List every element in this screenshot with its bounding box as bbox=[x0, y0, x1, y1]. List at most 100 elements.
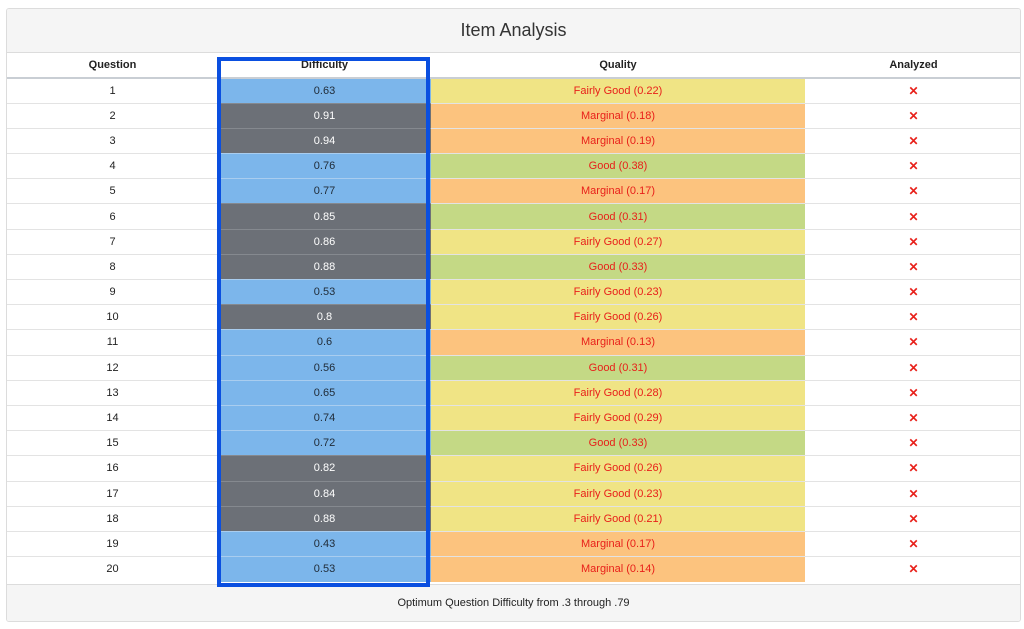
difficulty-cell: 0.84 bbox=[218, 480, 431, 507]
analyzed-x-icon[interactable]: ✕ bbox=[805, 329, 1020, 356]
quality-cell: Fairly Good (0.22) bbox=[431, 77, 805, 104]
table-body: 1 0.63 Fairly Good (0.22) ✕ 2 0.91 Marginal (0… bbox=[7, 77, 1020, 582]
item-analysis-panel: Item Analysis Question Difficulty Qualit… bbox=[6, 8, 1021, 622]
table-row[interactable]: 15 0.72 Good (0.33) ✕ bbox=[7, 430, 1020, 456]
difficulty-cell: 0.43 bbox=[218, 530, 431, 557]
quality-cell: Fairly Good (0.23) bbox=[431, 278, 805, 305]
difficulty-cell: 0.91 bbox=[218, 102, 431, 129]
analyzed-x-icon[interactable]: ✕ bbox=[805, 102, 1020, 129]
analyzed-x-icon[interactable]: ✕ bbox=[805, 480, 1020, 507]
table-row[interactable]: 11 0.6 Marginal (0.13) ✕ bbox=[7, 329, 1020, 356]
column-header-quality[interactable]: Quality bbox=[431, 53, 805, 79]
difficulty-cell: 0.72 bbox=[218, 430, 431, 456]
difficulty-cell: 0.8 bbox=[218, 304, 431, 330]
table-row[interactable]: 4 0.76 Good (0.38) ✕ bbox=[7, 153, 1020, 179]
quality-cell: Good (0.33) bbox=[431, 430, 805, 456]
quality-cell: Good (0.33) bbox=[431, 253, 805, 280]
table-row[interactable]: 10 0.8 Fairly Good (0.26) ✕ bbox=[7, 304, 1020, 330]
difficulty-cell: 0.88 bbox=[218, 505, 431, 532]
quality-cell: Fairly Good (0.29) bbox=[431, 404, 805, 431]
difficulty-cell: 0.74 bbox=[218, 404, 431, 431]
question-number-cell: 14 bbox=[7, 404, 218, 431]
question-number-cell: 1 bbox=[7, 77, 218, 104]
quality-cell: Fairly Good (0.27) bbox=[431, 228, 805, 255]
analyzed-x-icon[interactable]: ✕ bbox=[805, 228, 1020, 255]
column-header-question[interactable]: Question bbox=[7, 53, 218, 79]
question-number-cell: 2 bbox=[7, 102, 218, 129]
quality-cell: Marginal (0.17) bbox=[431, 530, 805, 557]
question-number-cell: 12 bbox=[7, 354, 218, 381]
analyzed-x-icon[interactable]: ✕ bbox=[805, 379, 1020, 406]
table-row[interactable]: 18 0.88 Fairly Good (0.21) ✕ bbox=[7, 505, 1020, 532]
table-row[interactable]: 7 0.86 Fairly Good (0.27) ✕ bbox=[7, 228, 1020, 255]
analyzed-x-icon[interactable]: ✕ bbox=[805, 354, 1020, 381]
analyzed-x-icon[interactable]: ✕ bbox=[805, 455, 1020, 481]
question-number-cell: 20 bbox=[7, 556, 218, 582]
table-row[interactable]: 17 0.84 Fairly Good (0.23) ✕ bbox=[7, 480, 1020, 507]
quality-cell: Marginal (0.19) bbox=[431, 127, 805, 154]
table-header-row: Question Difficulty Quality Analyzed bbox=[7, 53, 1020, 79]
question-number-cell: 8 bbox=[7, 253, 218, 280]
difficulty-cell: 0.77 bbox=[218, 178, 431, 204]
difficulty-cell: 0.76 bbox=[218, 153, 431, 179]
analyzed-x-icon[interactable]: ✕ bbox=[805, 430, 1020, 456]
question-number-cell: 6 bbox=[7, 203, 218, 230]
analyzed-x-icon[interactable]: ✕ bbox=[805, 178, 1020, 204]
panel-title: Item Analysis bbox=[7, 9, 1020, 53]
difficulty-cell: 0.82 bbox=[218, 455, 431, 481]
table-row[interactable]: 20 0.53 Marginal (0.14) ✕ bbox=[7, 556, 1020, 582]
table-row[interactable]: 19 0.43 Marginal (0.17) ✕ bbox=[7, 530, 1020, 557]
column-header-difficulty[interactable]: Difficulty bbox=[218, 53, 431, 79]
difficulty-cell: 0.88 bbox=[218, 253, 431, 280]
table-row[interactable]: 16 0.82 Fairly Good (0.26) ✕ bbox=[7, 455, 1020, 481]
optimum-difficulty-note: Optimum Question Difficulty from .3 thro… bbox=[7, 584, 1020, 621]
table-row[interactable]: 13 0.65 Fairly Good (0.28) ✕ bbox=[7, 379, 1020, 406]
analyzed-x-icon[interactable]: ✕ bbox=[805, 203, 1020, 230]
question-number-cell: 4 bbox=[7, 153, 218, 179]
question-number-cell: 17 bbox=[7, 480, 218, 507]
question-number-cell: 9 bbox=[7, 278, 218, 305]
analyzed-x-icon[interactable]: ✕ bbox=[805, 278, 1020, 305]
analyzed-x-icon[interactable]: ✕ bbox=[805, 153, 1020, 179]
analyzed-x-icon[interactable]: ✕ bbox=[805, 77, 1020, 104]
quality-cell: Good (0.38) bbox=[431, 153, 805, 179]
question-number-cell: 15 bbox=[7, 430, 218, 456]
difficulty-cell: 0.53 bbox=[218, 278, 431, 305]
table-row[interactable]: 2 0.91 Marginal (0.18) ✕ bbox=[7, 102, 1020, 129]
quality-cell: Fairly Good (0.26) bbox=[431, 304, 805, 330]
analyzed-x-icon[interactable]: ✕ bbox=[805, 304, 1020, 330]
question-number-cell: 5 bbox=[7, 178, 218, 204]
quality-cell: Fairly Good (0.26) bbox=[431, 455, 805, 481]
difficulty-cell: 0.56 bbox=[218, 354, 431, 381]
difficulty-cell: 0.85 bbox=[218, 203, 431, 230]
analyzed-x-icon[interactable]: ✕ bbox=[805, 556, 1020, 582]
table-row[interactable]: 6 0.85 Good (0.31) ✕ bbox=[7, 203, 1020, 230]
table-row[interactable]: 5 0.77 Marginal (0.17) ✕ bbox=[7, 178, 1020, 204]
question-number-cell: 10 bbox=[7, 304, 218, 330]
analyzed-x-icon[interactable]: ✕ bbox=[805, 127, 1020, 154]
question-number-cell: 13 bbox=[7, 379, 218, 406]
quality-cell: Marginal (0.14) bbox=[431, 556, 805, 582]
analyzed-x-icon[interactable]: ✕ bbox=[805, 253, 1020, 280]
analyzed-x-icon[interactable]: ✕ bbox=[805, 404, 1020, 431]
column-header-analyzed[interactable]: Analyzed bbox=[805, 53, 1020, 79]
difficulty-cell: 0.63 bbox=[218, 77, 431, 104]
quality-cell: Good (0.31) bbox=[431, 354, 805, 381]
table-row[interactable]: 3 0.94 Marginal (0.19) ✕ bbox=[7, 127, 1020, 154]
analyzed-x-icon[interactable]: ✕ bbox=[805, 505, 1020, 532]
question-number-cell: 7 bbox=[7, 228, 218, 255]
quality-cell: Fairly Good (0.23) bbox=[431, 480, 805, 507]
quality-cell: Marginal (0.17) bbox=[431, 178, 805, 204]
analyzed-x-icon[interactable]: ✕ bbox=[805, 530, 1020, 557]
table-row[interactable]: 1 0.63 Fairly Good (0.22) ✕ bbox=[7, 77, 1020, 104]
item-analysis-table: Question Difficulty Quality Analyzed 1 0.… bbox=[7, 53, 1020, 582]
question-number-cell: 19 bbox=[7, 530, 218, 557]
difficulty-cell: 0.65 bbox=[218, 379, 431, 406]
table-row[interactable]: 14 0.74 Fairly Good (0.29) ✕ bbox=[7, 404, 1020, 431]
table-row[interactable]: 12 0.56 Good (0.31) ✕ bbox=[7, 354, 1020, 381]
question-number-cell: 18 bbox=[7, 505, 218, 532]
difficulty-cell: 0.86 bbox=[218, 228, 431, 255]
table-row[interactable]: 9 0.53 Fairly Good (0.23) ✕ bbox=[7, 278, 1020, 305]
table-row[interactable]: 8 0.88 Good (0.33) ✕ bbox=[7, 253, 1020, 280]
difficulty-cell: 0.94 bbox=[218, 127, 431, 154]
